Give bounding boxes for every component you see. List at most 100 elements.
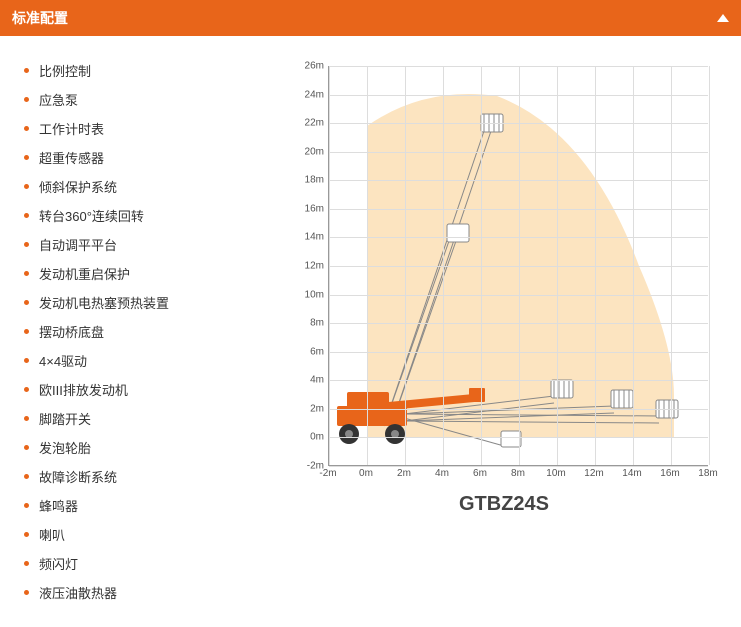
y-tick-label: 8m	[310, 318, 324, 329]
y-tick-label: 24m	[305, 89, 324, 100]
gridline-v	[405, 66, 406, 465]
bullet-icon	[24, 590, 29, 595]
reach-chart: 26m24m22m20m18m16m14m12m10m8m6m4m2m0m-2m	[294, 66, 714, 496]
feature-list: 比例控制应急泵工作计时表超重传感器倾斜保护系统转台360°连续回转自动调平平台发…	[24, 56, 294, 607]
bullet-icon	[24, 97, 29, 102]
y-tick-label: 10m	[305, 289, 324, 300]
y-tick-label: 12m	[305, 261, 324, 272]
bullet-icon	[24, 155, 29, 160]
x-tick-label: -2m	[319, 468, 336, 479]
feature-label: 故障诊断系统	[39, 467, 117, 486]
feature-item: 蜂鸣器	[24, 491, 294, 520]
y-tick-label: 16m	[305, 203, 324, 214]
feature-label: 频闪灯	[39, 554, 78, 573]
x-tick-label: 6m	[473, 468, 487, 479]
bullet-icon	[24, 213, 29, 218]
feature-list-column: 比例控制应急泵工作计时表超重传感器倾斜保护系统转台360°连续回转自动调平平台发…	[24, 56, 294, 607]
model-label: GTBZ24S	[459, 493, 549, 516]
y-tick-label: 26m	[305, 61, 324, 72]
bullet-icon	[24, 184, 29, 189]
feature-label: 脚踏开关	[39, 409, 91, 428]
bullet-icon	[24, 474, 29, 479]
x-tick-label: 14m	[622, 468, 641, 479]
feature-label: 4×4驱动	[39, 351, 87, 370]
feature-label: 摆动桥底盘	[39, 322, 104, 341]
feature-item: 脚踏开关	[24, 404, 294, 433]
bullet-icon	[24, 503, 29, 508]
gridline-v	[633, 66, 634, 465]
y-tick-label: 22m	[305, 118, 324, 129]
gridline-v	[519, 66, 520, 465]
gridline-v	[367, 66, 368, 465]
feature-label: 工作计时表	[39, 119, 104, 138]
x-tick-label: 10m	[546, 468, 565, 479]
bullet-icon	[24, 271, 29, 276]
bullet-icon	[24, 387, 29, 392]
feature-label: 倾斜保护系统	[39, 177, 117, 196]
x-tick-label: 8m	[511, 468, 525, 479]
gridline-h	[329, 466, 708, 467]
y-tick-label: 14m	[305, 232, 324, 243]
y-tick-label: 6m	[310, 346, 324, 357]
bullet-icon	[24, 358, 29, 363]
gridline-v	[481, 66, 482, 465]
x-axis-labels: -2m0m2m4m6m8m10m12m14m16m18m	[328, 468, 708, 482]
x-tick-label: 0m	[359, 468, 373, 479]
gridline-v	[329, 66, 330, 465]
bullet-icon	[24, 445, 29, 450]
gridline-v	[709, 66, 710, 465]
feature-item: 频闪灯	[24, 549, 294, 578]
y-tick-label: 2m	[310, 403, 324, 414]
feature-item: 发泡轮胎	[24, 433, 294, 462]
bullet-icon	[24, 126, 29, 131]
feature-label: 欧III排放发动机	[39, 380, 128, 399]
feature-item: 比例控制	[24, 56, 294, 85]
feature-label: 超重传感器	[39, 148, 104, 167]
x-tick-label: 12m	[584, 468, 603, 479]
x-tick-label: 16m	[660, 468, 679, 479]
feature-item: 喇叭	[24, 520, 294, 549]
gridline-v	[595, 66, 596, 465]
feature-item: 倾斜保护系统	[24, 172, 294, 201]
bullet-icon	[24, 532, 29, 537]
feature-label: 喇叭	[39, 525, 65, 544]
feature-item: 欧III排放发动机	[24, 375, 294, 404]
gridline-v	[671, 66, 672, 465]
feature-item: 自动调平平台	[24, 230, 294, 259]
bullet-icon	[24, 300, 29, 305]
feature-item: 应急泵	[24, 85, 294, 114]
x-tick-label: 4m	[435, 468, 449, 479]
y-tick-label: 0m	[310, 432, 324, 443]
feature-item: 4×4驱动	[24, 346, 294, 375]
feature-label: 应急泵	[39, 90, 78, 109]
feature-label: 比例控制	[39, 61, 91, 80]
feature-label: 自动调平平台	[39, 235, 117, 254]
feature-label: 蜂鸣器	[39, 496, 78, 515]
feature-item: 故障诊断系统	[24, 462, 294, 491]
feature-item: 摆动桥底盘	[24, 317, 294, 346]
gridline-v	[443, 66, 444, 465]
bullet-icon	[24, 68, 29, 73]
feature-item: 工作计时表	[24, 114, 294, 143]
bullet-icon	[24, 416, 29, 421]
y-tick-label: 4m	[310, 375, 324, 386]
y-tick-label: 20m	[305, 146, 324, 157]
y-axis-labels: 26m24m22m20m18m16m14m12m10m8m6m4m2m0m-2m	[294, 66, 328, 466]
x-tick-label: 18m	[698, 468, 717, 479]
feature-label: 发动机重启保护	[39, 264, 130, 283]
feature-item: 液压油散热器	[24, 578, 294, 607]
header-title: 标准配置	[12, 8, 68, 28]
y-tick-label: 18m	[305, 175, 324, 186]
feature-item: 发动机重启保护	[24, 259, 294, 288]
bullet-icon	[24, 242, 29, 247]
collapse-icon[interactable]	[717, 14, 729, 22]
x-tick-label: 2m	[397, 468, 411, 479]
feature-item: 发动机电热塞预热装置	[24, 288, 294, 317]
bullet-icon	[24, 561, 29, 566]
feature-label: 发动机电热塞预热装置	[39, 293, 169, 312]
feature-label: 发泡轮胎	[39, 438, 91, 457]
content-area: 比例控制应急泵工作计时表超重传感器倾斜保护系统转台360°连续回转自动调平平台发…	[0, 36, 741, 627]
section-header[interactable]: 标准配置	[0, 0, 741, 36]
feature-label: 液压油散热器	[39, 583, 117, 602]
chart-column: 26m 24m 22m 20m 18m 16m 14m 12m 10m 8m 6m 4m 2m 0m -2m	[294, 56, 741, 607]
